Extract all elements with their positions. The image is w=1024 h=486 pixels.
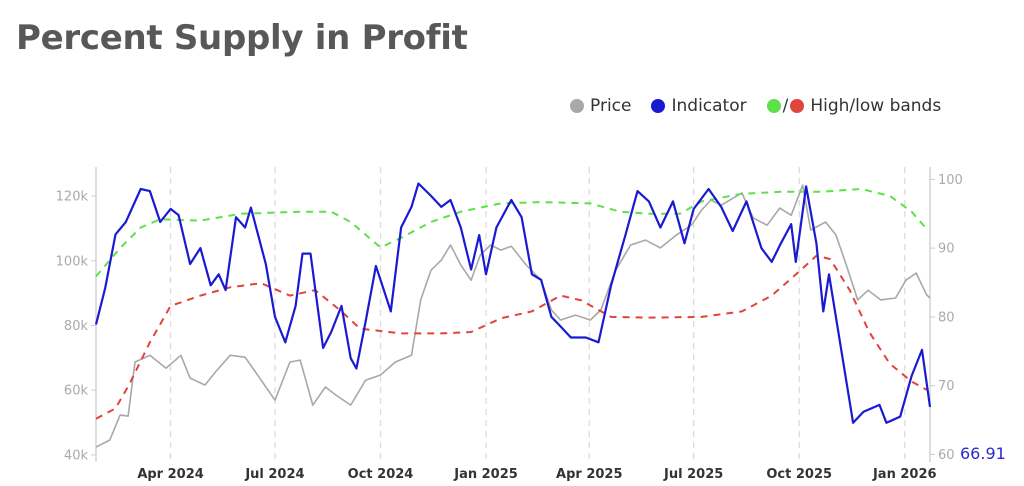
left-tick-label: 80k	[64, 319, 89, 334]
right-tick-label: 60	[938, 448, 955, 463]
low-band-dot-icon	[790, 99, 805, 113]
legend-item-indicator[interactable]: Indicator	[651, 96, 747, 116]
x-tick-label: Jan 2025	[453, 467, 518, 482]
left-tick-label: 40k	[64, 448, 89, 463]
legend-label-bands: High/low bands	[810, 96, 942, 116]
left-tick-label: 120k	[56, 190, 89, 205]
indicator-line	[94, 182, 932, 424]
right-tick-label: 90	[938, 242, 955, 257]
price-dot-icon	[570, 99, 584, 113]
left-tick-label: 100k	[56, 254, 89, 269]
x-tick-label: Apr 2024	[137, 467, 204, 482]
price-line	[95, 184, 931, 448]
chart-title: Percent Supply in Profit	[16, 18, 468, 58]
x-tick-label: Apr 2025	[556, 467, 623, 482]
x-tick-label: Jan 2026	[872, 467, 937, 482]
high-band-dot-icon	[766, 99, 781, 113]
legend-slash: /	[782, 96, 789, 116]
legend-item-price[interactable]: Price	[570, 96, 631, 116]
legend-label-indicator: Indicator	[671, 96, 747, 116]
left-tick-label: 60k	[64, 384, 89, 399]
x-tick-label: Jul 2025	[663, 467, 723, 482]
x-tick-label: Oct 2025	[766, 467, 832, 482]
low-band-line	[95, 254, 928, 420]
indicator-dot-icon	[651, 99, 666, 113]
legend-item-bands[interactable]: / High/low bands	[766, 96, 942, 116]
x-tick-label: Jul 2024	[244, 467, 304, 482]
legend: Price Indicator / High/low bands	[570, 96, 961, 116]
right-tick-label: 70	[938, 379, 955, 394]
last-value-label: 66.91	[960, 444, 1006, 463]
right-tick-label: 100	[938, 173, 963, 188]
right-tick-label: 80	[938, 310, 955, 325]
legend-label-price: Price	[590, 96, 632, 116]
x-tick-label: Oct 2024	[348, 467, 414, 482]
